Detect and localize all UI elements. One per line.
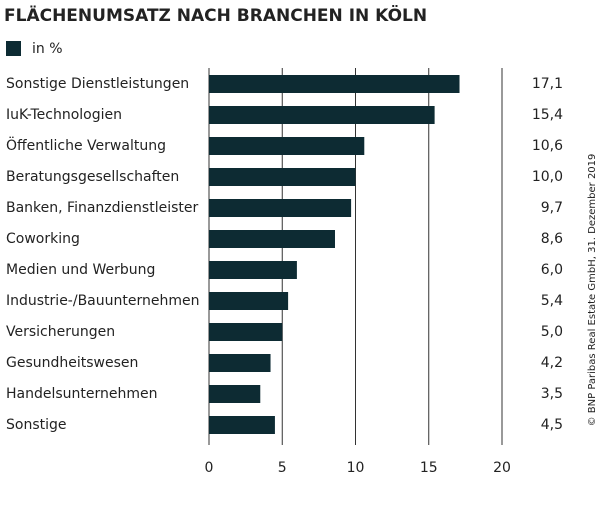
bar [209, 230, 335, 248]
y-tick-label: IuK-Technologien [6, 107, 122, 123]
value-label: 3,5 [541, 386, 563, 402]
value-label: 17,1 [532, 76, 563, 92]
y-tick-label: Banken, Finanzdienstleister [6, 200, 198, 216]
x-tick-label: 5 [278, 460, 287, 476]
x-tick-label: 0 [205, 460, 214, 476]
y-tick-label: Sonstige Dienstleistungen [6, 76, 189, 92]
value-label: 9,7 [541, 200, 563, 216]
bar [209, 168, 356, 186]
legend-swatch [6, 41, 21, 56]
y-tick-label: Industrie-/Bauunternehmen [6, 293, 199, 309]
bar [209, 106, 435, 124]
y-tick-label: Öffentliche Verwaltung [6, 136, 166, 154]
chart-title: FLÄCHENUMSATZ NACH BRANCHEN IN KÖLN [4, 4, 427, 26]
value-label: 10,6 [532, 138, 563, 154]
value-label: 6,0 [541, 262, 563, 278]
y-tick-label: Gesundheitswesen [6, 355, 138, 371]
bar [209, 416, 275, 434]
x-tick-label: 20 [493, 460, 511, 476]
bar [209, 323, 283, 341]
y-tick-label: Versicherungen [6, 324, 115, 340]
value-label: 8,6 [541, 231, 563, 247]
legend-label: in % [32, 41, 63, 57]
bar [209, 354, 271, 372]
y-tick-label: Sonstige [6, 417, 67, 433]
value-label: 4,5 [541, 417, 563, 433]
value-label: 5,0 [541, 324, 563, 340]
x-tick-label: 10 [347, 460, 365, 476]
y-tick-label: Beratungsgesellschaften [6, 169, 179, 185]
y-tick-label: Medien und Werbung [6, 262, 155, 278]
source: © BNP Paribas Real Estate GmbH, 31. Deze… [587, 154, 598, 427]
bar [209, 75, 460, 93]
value-label: 4,2 [541, 355, 563, 371]
bar [209, 137, 365, 155]
bar [209, 385, 261, 403]
x-tick-label: 15 [420, 460, 438, 476]
value-label: 10,0 [532, 169, 563, 185]
y-tick-label: Coworking [6, 231, 80, 247]
bar [209, 292, 289, 310]
bar [209, 261, 297, 279]
value-label: 15,4 [532, 107, 563, 123]
bar [209, 199, 352, 217]
y-tick-label: Handelsunternehmen [6, 386, 158, 402]
value-label: 5,4 [541, 293, 563, 309]
